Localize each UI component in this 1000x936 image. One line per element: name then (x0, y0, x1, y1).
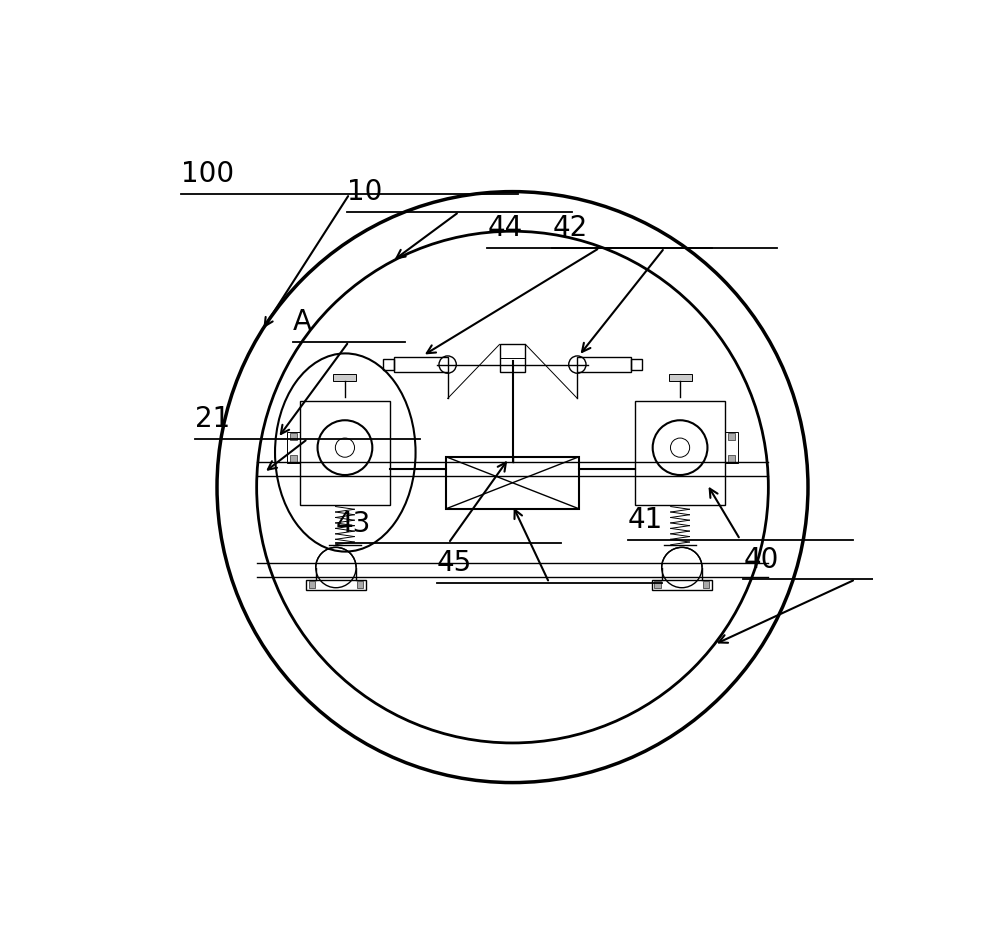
Bar (306, 580, 366, 590)
Bar (383, 359, 394, 370)
Bar (290, 433, 297, 441)
Bar (631, 359, 642, 370)
Text: 10: 10 (347, 178, 382, 206)
Bar (446, 457, 579, 509)
Bar (500, 344, 525, 372)
Bar (287, 431, 300, 463)
Bar (635, 401, 725, 505)
Text: 44: 44 (487, 214, 523, 242)
Bar (300, 401, 390, 505)
Bar (725, 431, 738, 463)
Text: 45: 45 (437, 549, 472, 578)
Bar (669, 374, 692, 381)
Bar (357, 581, 363, 589)
Bar (333, 374, 356, 381)
Text: 41: 41 (628, 506, 663, 534)
Text: A: A (293, 308, 312, 336)
Text: 100: 100 (181, 160, 234, 188)
Text: 42: 42 (552, 214, 587, 242)
Bar (728, 433, 735, 441)
Bar (309, 581, 315, 589)
Bar (290, 455, 297, 462)
Bar (577, 357, 631, 373)
Text: 43: 43 (336, 509, 371, 537)
Bar (703, 581, 709, 589)
Bar (728, 455, 735, 462)
Text: 21: 21 (195, 405, 231, 433)
Text: 40: 40 (743, 546, 779, 574)
Bar (394, 357, 448, 373)
Bar (654, 581, 661, 589)
Bar (652, 580, 712, 590)
